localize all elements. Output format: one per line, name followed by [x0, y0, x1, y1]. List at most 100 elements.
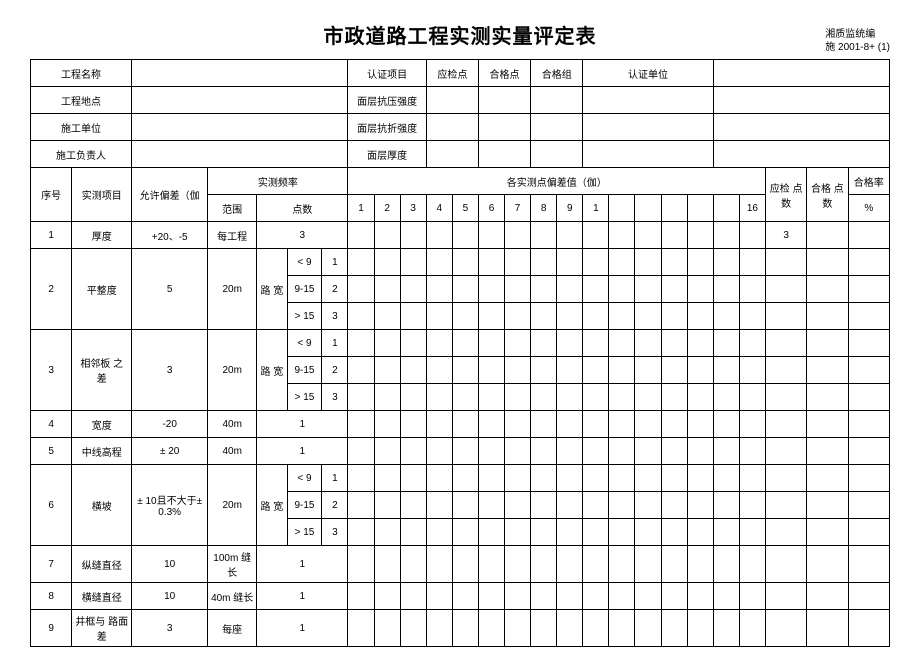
- col-pass-rate: 合格率: [848, 168, 889, 195]
- sub-cell: 2: [322, 276, 348, 303]
- cs-group: [531, 87, 583, 114]
- fs-pass: [478, 114, 530, 141]
- fs-group: [531, 114, 583, 141]
- sub-cell: 9-15: [287, 357, 322, 384]
- points-cell: 1: [257, 546, 348, 583]
- sub-cell: > 15: [287, 303, 322, 330]
- item-cell: 厚度: [72, 222, 132, 249]
- seq-cell: 3: [31, 330, 72, 411]
- sub-cell: 2: [322, 357, 348, 384]
- col-pass-pts: 合格 点数: [807, 168, 848, 222]
- th-group: [531, 141, 583, 168]
- range-cell: 每工程: [208, 222, 257, 249]
- road-width-label: 路 宽: [257, 249, 287, 330]
- table-row: 7 纵缝直径 10 100m 缝长 1: [31, 546, 890, 583]
- th-pass: [478, 141, 530, 168]
- num-4: 4: [426, 195, 452, 222]
- sub-cell: 1: [322, 465, 348, 492]
- num-9: 9: [557, 195, 583, 222]
- table-row: 3 相邻板 之 差 3 20m 路 宽 < 9 1: [31, 330, 890, 357]
- seq-cell: 4: [31, 411, 72, 438]
- column-header-row-1: 序号 实测项目 允许偏差（伽 实测频率 各实测点偏差值（伽） 应检 点数 合格 …: [31, 168, 890, 195]
- item-cell: 井框与 路面 差: [72, 610, 132, 647]
- num-3: 3: [400, 195, 426, 222]
- col-measure-freq: 实测频率: [208, 168, 348, 195]
- pass-point-label: 合格点: [478, 60, 530, 87]
- points-cell: 1: [257, 411, 348, 438]
- item-cell: 宽度: [72, 411, 132, 438]
- doc-id-line2: 施 2001-8+ (1): [825, 41, 890, 54]
- item-cell: 相邻板 之 差: [72, 330, 132, 411]
- dev-cell: +20、-5: [132, 222, 208, 249]
- project-location-label: 工程地点: [31, 87, 132, 114]
- fs-unit1: [583, 114, 713, 141]
- th-unit2: [713, 141, 889, 168]
- construction-unit-value: [132, 114, 348, 141]
- pass-group-label: 合格组: [531, 60, 583, 87]
- project-location-value: [132, 87, 348, 114]
- sub-cell: 1: [322, 249, 348, 276]
- seq-cell: 6: [31, 465, 72, 546]
- cert-unit-label: 认证单位: [583, 60, 713, 87]
- num-6: 6: [478, 195, 504, 222]
- road-width-label: 路 宽: [257, 465, 287, 546]
- col-range: 范围: [208, 195, 257, 222]
- seq-cell: 9: [31, 610, 72, 647]
- points-cell: 1: [257, 610, 348, 647]
- flexural-strength-label: 面层抗折强度: [348, 114, 426, 141]
- range-cell: 20m: [208, 330, 257, 411]
- cs-unit1: [583, 87, 713, 114]
- range-cell: 40m 缝长: [208, 583, 257, 610]
- num-12: [635, 195, 661, 222]
- document-id: 湘质监统编 施 2001-8+ (1): [825, 28, 890, 54]
- construction-manager-label: 施工负责人: [31, 141, 132, 168]
- dev-cell: ± 10且不大于± 0.3%: [132, 465, 208, 546]
- range-cell: 100m 缝长: [208, 546, 257, 583]
- header-row-1: 工程名称 认证项目 应检点 合格点 合格组 认证单位: [31, 60, 890, 87]
- col-seq: 序号: [31, 168, 72, 222]
- dev-cell: 5: [132, 249, 208, 330]
- cert-item-label: 认证项目: [348, 60, 426, 87]
- item-cell: 横缝直径: [72, 583, 132, 610]
- table-row: 8 横缝直径 10 40m 缝长 1: [31, 583, 890, 610]
- table-row: 1 厚度 +20、-5 每工程 3 3: [31, 222, 890, 249]
- sub-cell: < 9: [287, 465, 322, 492]
- num-11: [609, 195, 635, 222]
- th-should: [426, 141, 478, 168]
- num-8: 8: [531, 195, 557, 222]
- seq-cell: 7: [31, 546, 72, 583]
- item-cell: 平整度: [72, 249, 132, 330]
- page-title: 市政道路工程实测实量评定表: [324, 26, 597, 48]
- range-cell: 每座: [208, 610, 257, 647]
- sub-cell: < 9: [287, 249, 322, 276]
- sub-cell: 9-15: [287, 492, 322, 519]
- table-row: 9 井框与 路面 差 3 每座 1: [31, 610, 890, 647]
- seq-cell: 2: [31, 249, 72, 330]
- val-3: 3: [765, 222, 806, 249]
- sub-cell: 1: [322, 330, 348, 357]
- points-cell: 3: [257, 222, 348, 249]
- fs-unit2: [713, 114, 889, 141]
- sub-cell: 3: [322, 519, 348, 546]
- cs-unit2: [713, 87, 889, 114]
- doc-id-line1: 湘质监统编: [825, 28, 890, 41]
- project-name-label: 工程名称: [31, 60, 132, 87]
- pass-rate-unit: %: [848, 195, 889, 222]
- dev-cell: 3: [132, 330, 208, 411]
- title-area: 市政道路工程实测实量评定表 湘质监统编 施 2001-8+ (1): [30, 20, 890, 49]
- range-cell: 40m: [208, 411, 257, 438]
- sub-cell: 9-15: [287, 276, 322, 303]
- construction-manager-value: [132, 141, 348, 168]
- table-row: 5 中线高程 ± 20 40m 1: [31, 438, 890, 465]
- item-cell: 中线高程: [72, 438, 132, 465]
- seq-cell: 5: [31, 438, 72, 465]
- should-check-label: 应检点: [426, 60, 478, 87]
- road-width-label: 路 宽: [257, 330, 287, 411]
- sub-cell: > 15: [287, 384, 322, 411]
- dev-cell: 3: [132, 610, 208, 647]
- sub-cell: 2: [322, 492, 348, 519]
- dev-cell: ± 20: [132, 438, 208, 465]
- dev-cell: 10: [132, 546, 208, 583]
- thickness-label: 面层厚度: [348, 141, 426, 168]
- cs-pass: [478, 87, 530, 114]
